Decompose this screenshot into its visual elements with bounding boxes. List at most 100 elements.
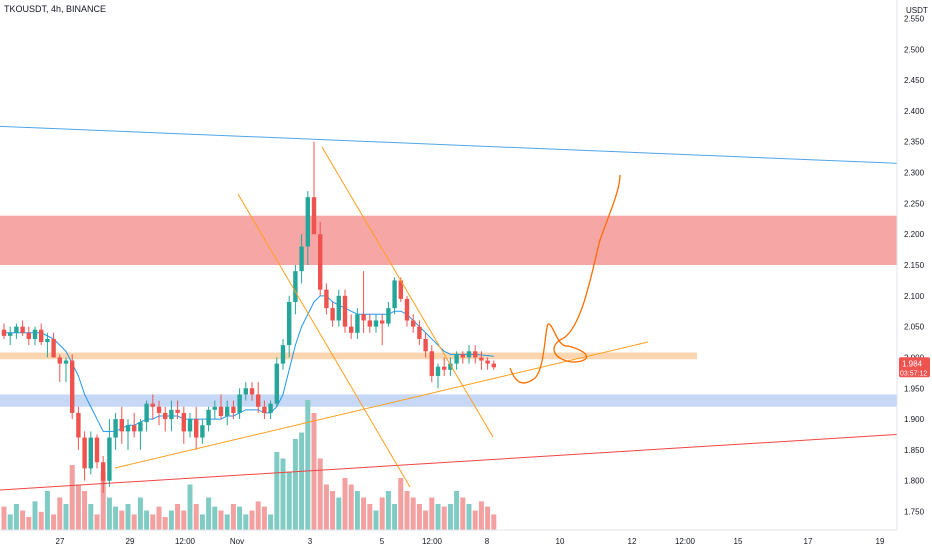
candle-body (45, 338, 50, 343)
price-tick: 2.150 (904, 261, 925, 270)
candle-body (212, 406, 217, 410)
volume-bar (156, 506, 162, 530)
volume-bar (416, 504, 422, 530)
volume-bar (249, 510, 255, 530)
price-tick: 2.300 (904, 169, 925, 178)
projection-path (509, 174, 621, 384)
volume-bar (404, 491, 410, 530)
candle-body (398, 280, 403, 299)
volume-bar (106, 497, 112, 530)
candle-body (305, 197, 310, 247)
volume-bar (175, 504, 181, 530)
price-tick: 1.750 (904, 508, 925, 517)
time-tick: 5 (380, 537, 385, 546)
candle-body (435, 366, 441, 376)
volume-bar (286, 471, 292, 530)
volume-bar (280, 458, 286, 530)
candle-body (256, 394, 261, 407)
volume-bar (243, 514, 249, 530)
volume-bar (20, 510, 26, 530)
last-price-countdown: 03:57:12 (900, 370, 927, 377)
candle-body (280, 345, 286, 364)
price-tick: 2.200 (904, 230, 925, 239)
volume-bar (119, 510, 125, 530)
candle-body (70, 360, 75, 413)
candle-body (448, 363, 453, 370)
candle-body (51, 338, 56, 358)
candle-body (113, 419, 118, 438)
time-tick: 15 (734, 537, 743, 546)
volume-bar (32, 501, 38, 530)
volume-bar (100, 471, 106, 530)
volume-bar (1, 506, 7, 530)
volume-bar (367, 504, 373, 530)
volume-bar (26, 517, 32, 530)
candle-body (231, 406, 236, 413)
candle-body (144, 403, 149, 423)
zone-layer (0, 215, 897, 407)
volume-bar (230, 504, 236, 530)
volume-bar (379, 497, 385, 530)
candle-body (156, 406, 162, 413)
volume-bar (193, 504, 199, 530)
candle-body (20, 326, 25, 333)
volume-bar (317, 458, 323, 530)
candle-body (169, 409, 174, 420)
volume-bar (441, 506, 447, 530)
volume-bar (454, 491, 460, 530)
candle-body (32, 329, 38, 339)
candle-body (187, 419, 193, 432)
zone-1 (0, 352, 697, 360)
volume-bar (150, 514, 156, 530)
price-tick: 2.500 (904, 45, 925, 54)
volume-bar (137, 497, 143, 530)
volume-bar (51, 514, 57, 530)
candle-body (1, 329, 7, 336)
volume-bar (361, 497, 367, 530)
candle-body (442, 366, 447, 370)
volume-bar (38, 511, 44, 530)
trendline-0 (0, 125, 898, 164)
candle-body (82, 437, 87, 469)
candle-body (466, 351, 472, 358)
candle-body (473, 351, 478, 358)
candle-body (423, 338, 428, 352)
price-tick: 2.550 (904, 14, 925, 23)
zone-0 (0, 215, 897, 265)
volume-bar (410, 497, 416, 530)
time-tick: 12:00 (175, 537, 196, 546)
volume-bar (13, 504, 19, 530)
trendline-1 (0, 433, 898, 491)
volume-bar (292, 439, 298, 530)
candle-body (218, 406, 224, 416)
moving-average-line (4, 295, 494, 432)
candle-body (485, 360, 490, 364)
candle-body (361, 314, 366, 321)
time-tick: 12:00 (422, 537, 443, 546)
candle-body (237, 394, 242, 413)
volume-bar (398, 478, 404, 530)
volume-bar (7, 514, 13, 530)
time-tick: Nov (230, 537, 244, 546)
volume-bar (478, 501, 484, 530)
candle-body (330, 308, 335, 321)
candle-body (8, 332, 13, 336)
candle-body (175, 409, 180, 413)
candle-body (181, 412, 186, 432)
candle-layer (1, 141, 496, 494)
volume-bar (435, 504, 441, 530)
time-ticks: 27 29 12:00 Nov 3 5 12:00 8 10 12 12:00 15 17 19 (56, 537, 885, 546)
price-tick: 2.050 (904, 323, 925, 332)
volume-bar (206, 497, 212, 530)
candle-body (311, 197, 317, 235)
volume-bar (323, 484, 329, 530)
price-ticks: 2.550 2.500 2.450 2.400 2.350 2.300 2.250 2.200… (904, 14, 925, 516)
candle-body (460, 354, 465, 358)
volume-bar (466, 504, 472, 530)
axis-unit-label: USDT (906, 6, 928, 15)
candle-body (14, 326, 19, 333)
candle-body (454, 354, 459, 364)
volume-bar (472, 510, 478, 530)
candle-body (318, 234, 323, 290)
